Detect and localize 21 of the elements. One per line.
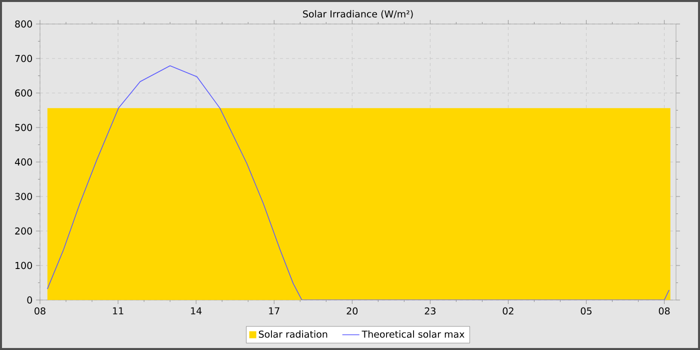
y-tick-label: 100: [16, 262, 32, 270]
x-tick-label: 20: [346, 307, 358, 315]
chart-title: Solar Irradiance (W/m²): [303, 10, 413, 19]
x-tick-label: 08: [34, 307, 46, 315]
y-tick-label: 600: [15, 89, 32, 97]
y-tick-label: 500: [15, 124, 32, 132]
y-tick-label: 200: [15, 227, 32, 235]
x-tick-label: 11: [113, 307, 124, 314]
x-tick-label: 14: [191, 307, 202, 314]
y-tick-label: 400: [14, 158, 32, 166]
legend-label: Solar radiation: [258, 330, 328, 338]
x-tick-label: 05: [580, 307, 592, 315]
y-tick-label: 700: [15, 54, 32, 62]
x-tick-label: 23: [424, 307, 436, 315]
x-tick-label: 02: [502, 307, 514, 315]
y-tick-label: 800: [15, 20, 32, 28]
y-tick-label: 300: [15, 192, 32, 200]
y-tick-label: 0: [27, 296, 32, 304]
x-tick-label: 08: [658, 307, 670, 315]
legend-label: Theoretical solar max: [362, 330, 464, 338]
x-tick-label: 17: [269, 307, 280, 314]
